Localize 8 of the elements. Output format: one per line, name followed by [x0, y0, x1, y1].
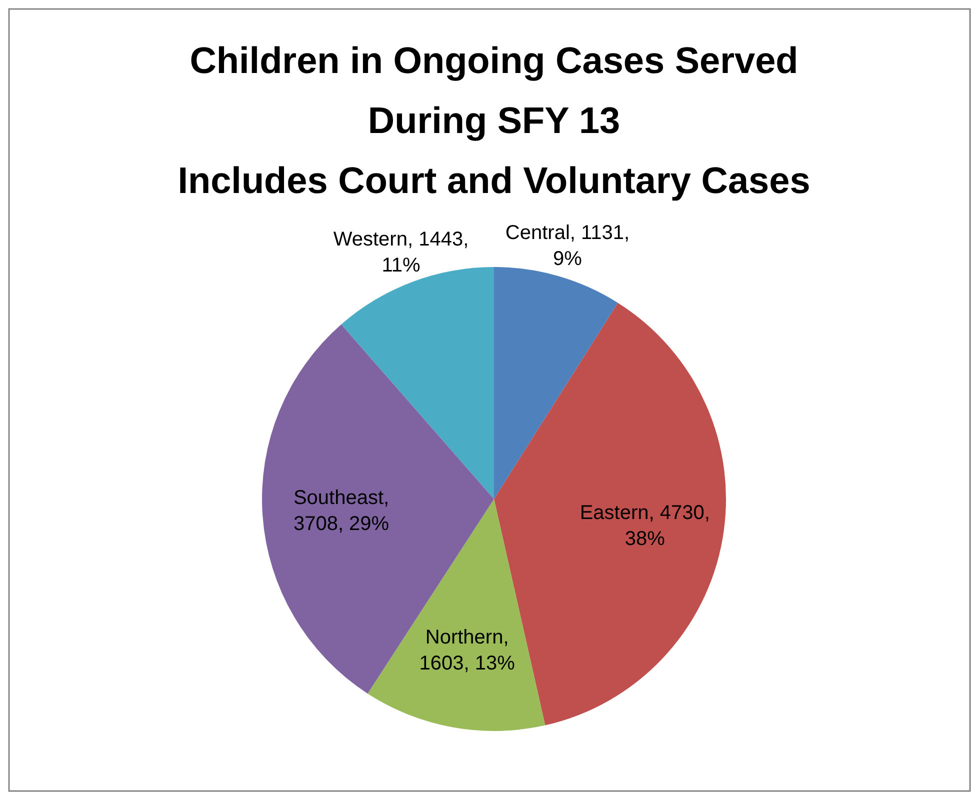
pie-slice — [494, 267, 618, 499]
slice-label: Northern, 1603, 13% — [419, 626, 516, 675]
chart-subtitle: Includes Court and Voluntary Cases — [178, 160, 810, 201]
slice-label: Central, 1131, 9% — [505, 222, 630, 270]
chart-title: Children in Ongoing Cases Served During SFY 13 — [190, 40, 798, 141]
slice-label: Southeast, 3708, 29% — [293, 486, 390, 535]
slice-label: Western, 1443, 11% — [333, 228, 469, 276]
slice-label: Eastern, 4730, 38% — [580, 502, 710, 550]
